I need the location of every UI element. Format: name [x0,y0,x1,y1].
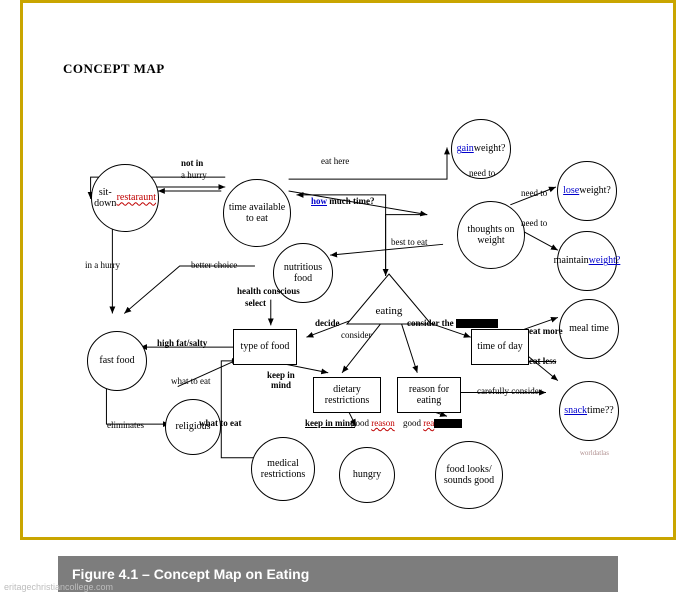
edge-label-12: decide [315,319,340,329]
edge-label-14: consider the [407,319,498,329]
outer-frame: CONCEPT MAP eating sit-down restarauntti… [20,0,676,540]
node-hungry: hungry [339,447,395,503]
node-dietary: dietary restrictions [313,377,381,413]
node-snack: snack time?? [559,381,619,441]
paper-area: CONCEPT MAP eating sit-down restarauntti… [51,21,645,519]
node-thoughts: thoughts on weight [457,201,525,269]
edge-label-8: in a hurry [85,261,120,271]
figure-caption: Figure 4.1 – Concept Map on Eating [72,566,309,582]
edge-label-11: select [245,299,266,309]
node-timeday: time of day [471,329,529,365]
node-timeavail: time available to eat [223,179,291,247]
edge-label-2: eat here [321,157,349,167]
edge-label-23: good rea [403,419,462,429]
node-medical: medical restrictions [251,437,315,501]
diagram-canvas: eating sit-down restaraunt time available… [51,21,645,519]
node-sitdown: sit-down restaraunt [91,164,159,232]
edge-label-24: carefully consider [477,387,542,397]
node-lose: lose weight? [557,161,617,221]
edge-label-5: need to [521,189,547,199]
edge-label-6: need to [521,219,547,229]
edge-label-4: need to [469,169,495,179]
edge-label-7: best to eat [391,238,428,248]
image-credit: worldatlas [580,449,609,457]
edges-layer [51,21,645,519]
edge-label-19: what to eat [199,419,242,429]
node-foodlooks: food looks/ sounds good [435,441,503,509]
node-reason: reason for eating [397,377,461,413]
edge-label-10: health conscious [237,287,300,297]
edge-label-9: better choice [191,261,237,271]
watermark-text: eritagechristiancollege.com [4,582,113,592]
edge-label-22: good reason [351,419,395,429]
edge-label-18: mind [271,381,291,391]
edge-label-16: what to eat [171,377,211,387]
edge-label-15: high fat/salty [157,339,207,349]
edge-label-13: consider [341,331,372,341]
node-maintain: maintain weight? [557,231,617,291]
node-mealtime: meal time [559,299,619,359]
edge-label-20: eliminates [107,421,144,431]
center-label: eating [376,305,403,317]
edge-label-0: not in [181,159,203,169]
center-node: eating [347,274,431,324]
edge-label-21: keep in mind [305,419,355,429]
edge-label-25: eat more [529,327,563,337]
node-typefood: type of food [233,329,297,365]
edge-label-26: eat less [529,357,556,367]
node-fastfood: fast food [87,331,147,391]
edge-label-1: a hurry [181,171,207,181]
edge-label-3: how much time? [311,197,375,207]
figure-caption-bar: Figure 4.1 – Concept Map on Eating [58,556,618,592]
